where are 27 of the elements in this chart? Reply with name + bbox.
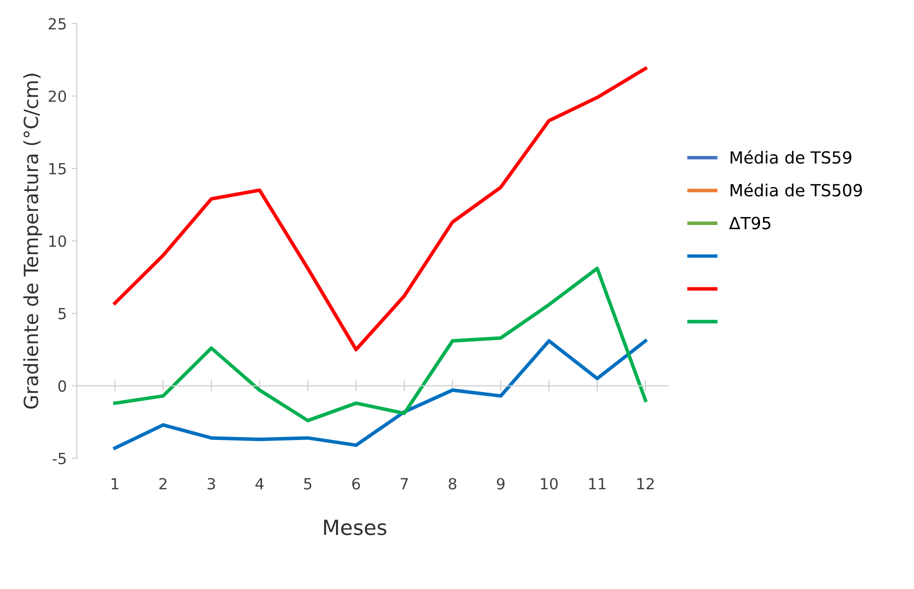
- y-tick-label: 10: [49, 235, 66, 247]
- x-tick-label: 3: [208, 478, 215, 490]
- legend-label: Média de TS59: [730, 150, 852, 164]
- legend-label: Média de TS509: [730, 182, 862, 197]
- x-tick-label: 4: [255, 478, 264, 490]
- x-tick-label: 2: [159, 478, 166, 490]
- line-series: [113, 266, 648, 422]
- y-axis-title: Gradiente de Temperatura (°C/cm): [23, 74, 42, 409]
- x-tick-label: 11: [589, 478, 606, 490]
- x-tick-label: 12: [637, 478, 654, 490]
- x-tick-label: 6: [352, 478, 360, 490]
- line-series: [113, 66, 648, 352]
- y-tick-label: 0: [58, 380, 66, 392]
- x-tick-label: 8: [448, 478, 456, 490]
- x-tick-label: 5: [304, 478, 312, 490]
- y-tick-label: 5: [58, 308, 66, 320]
- x-tick-label: 7: [400, 478, 408, 490]
- y-tick-label: 20: [48, 90, 66, 102]
- x-tick-label: 10: [540, 478, 558, 490]
- y-tick-label: 15: [49, 163, 66, 174]
- y-tick-label: -5: [52, 452, 66, 464]
- line-series: [113, 339, 648, 450]
- x-tick-label: 9: [496, 478, 505, 490]
- x-axis-title: Meses: [324, 520, 386, 536]
- y-tick-label: 25: [48, 18, 66, 30]
- legend-label: ΔT95: [729, 216, 770, 230]
- x-tick-label: 1: [112, 478, 118, 490]
